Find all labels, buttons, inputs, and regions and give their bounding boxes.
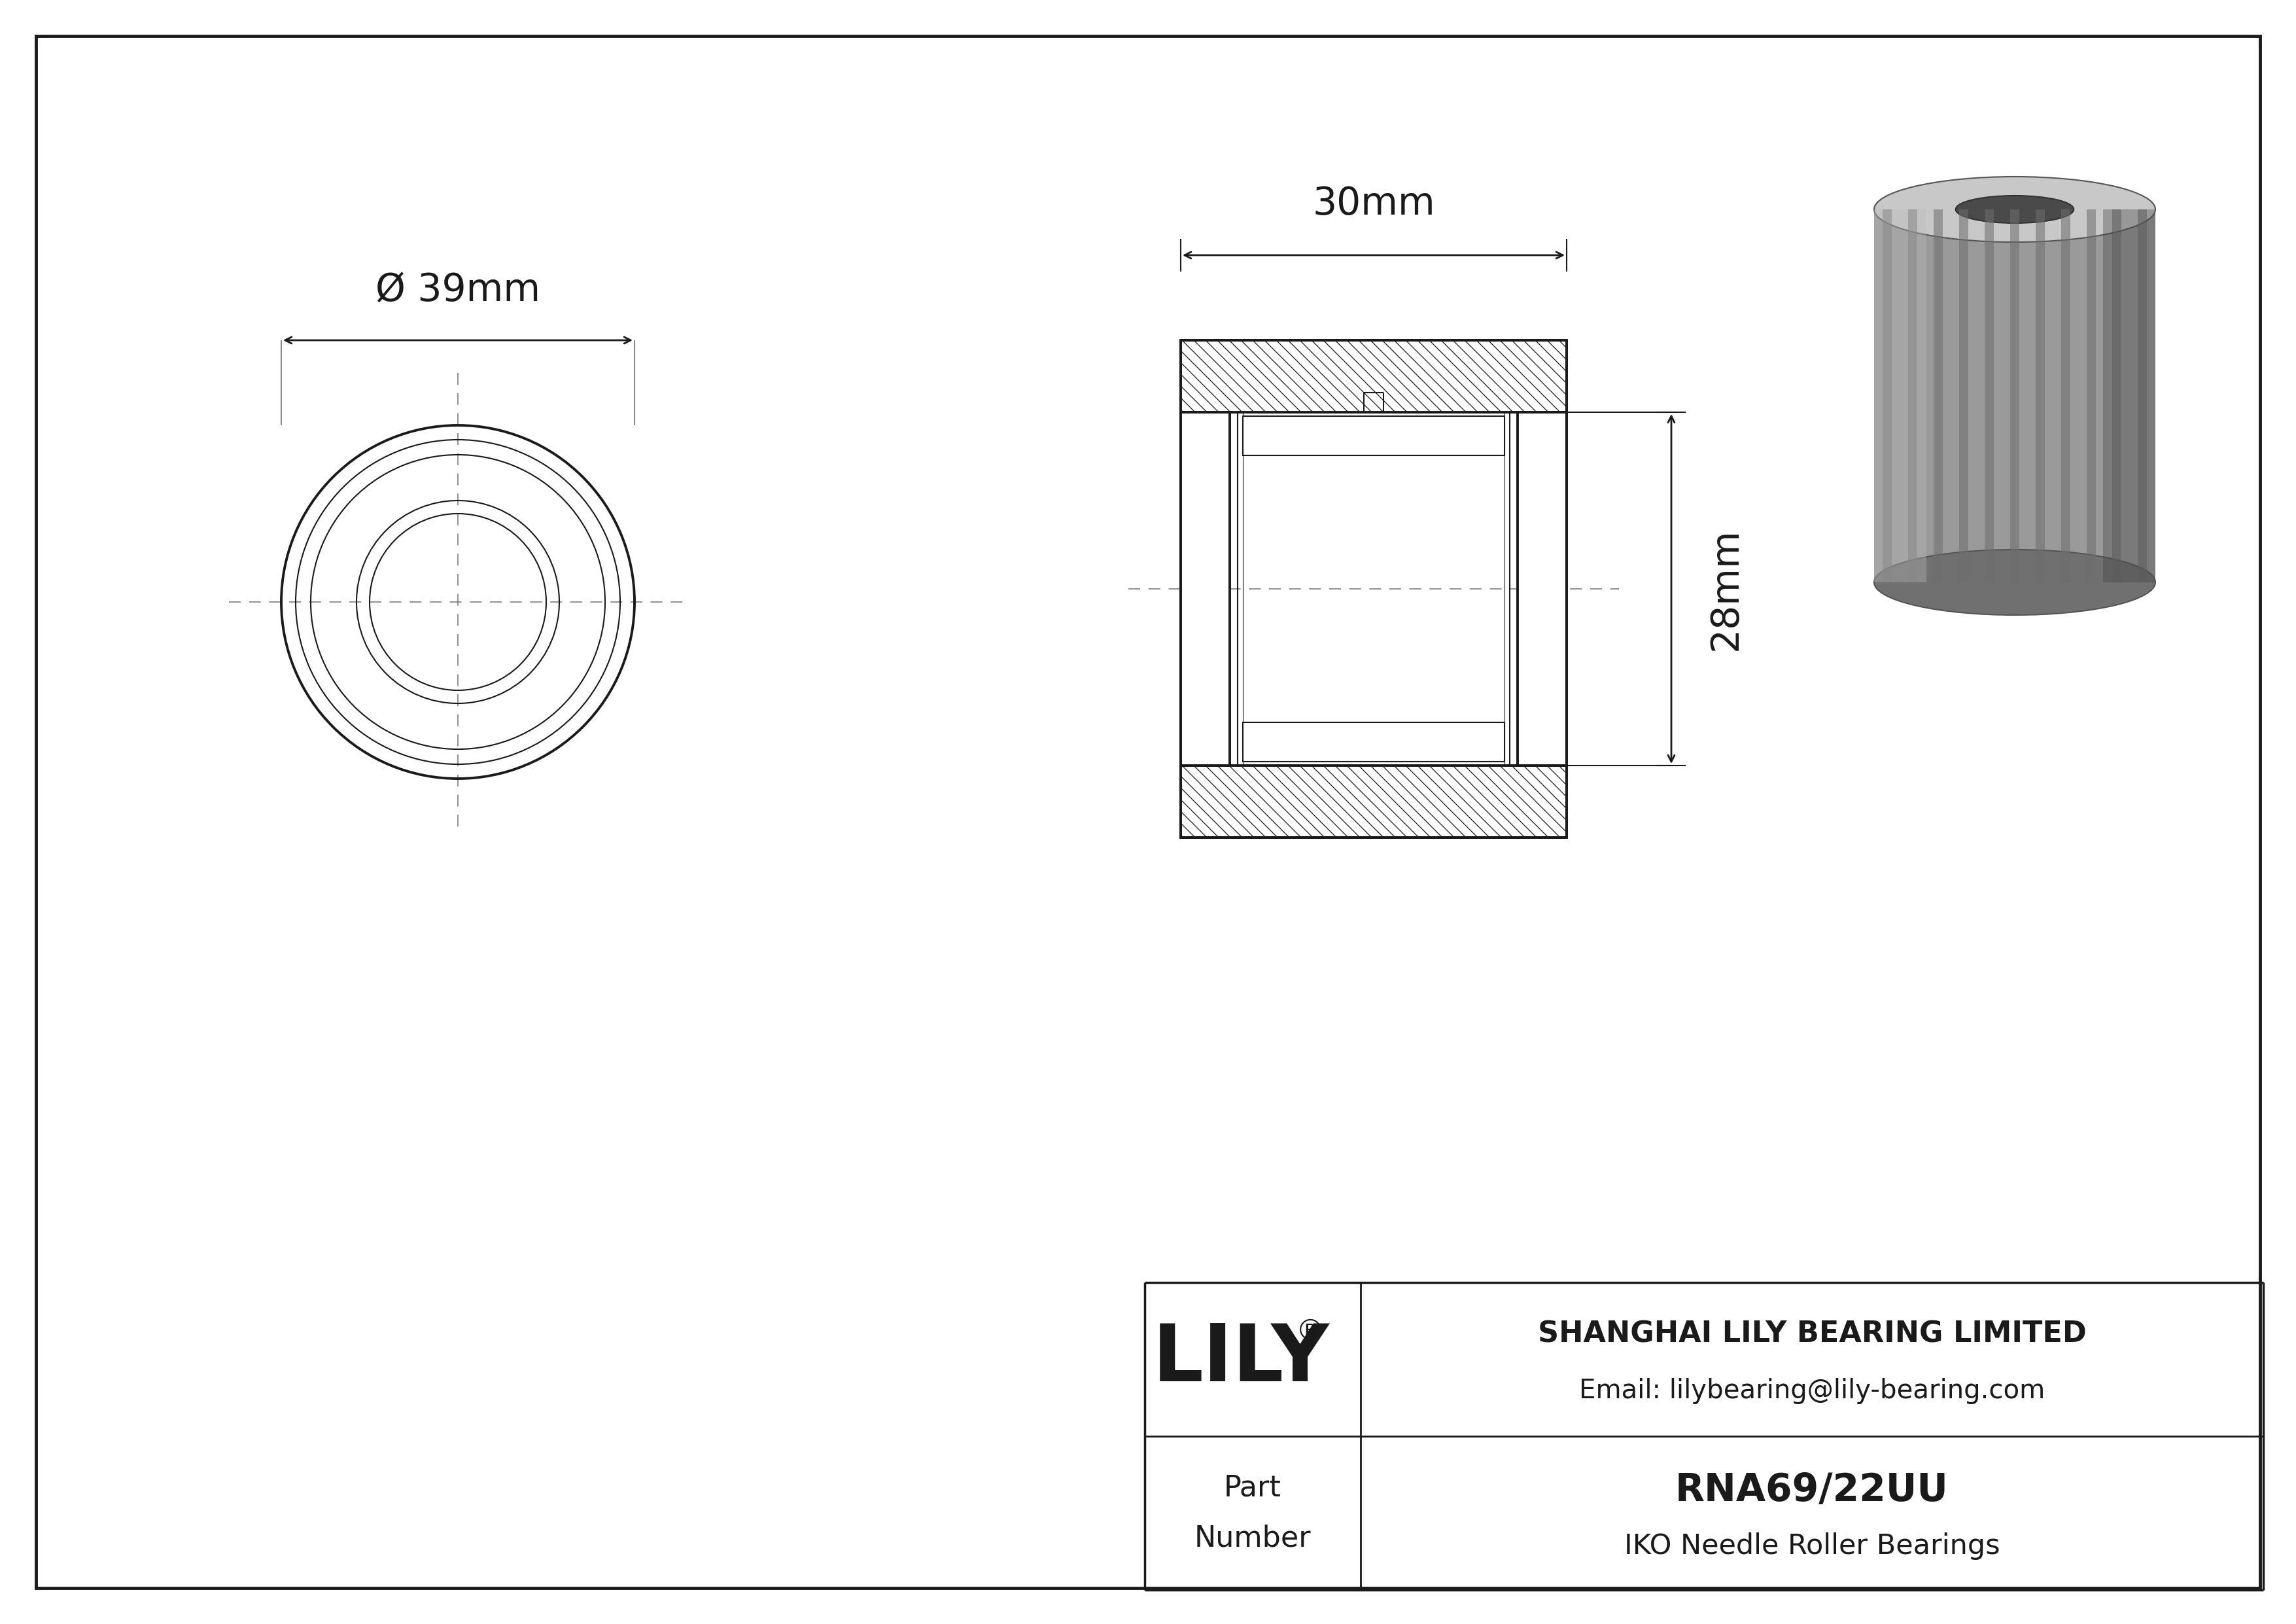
Polygon shape (1518, 412, 1566, 765)
Polygon shape (2087, 209, 2096, 583)
Polygon shape (1242, 723, 1504, 762)
Text: SHANGHAI LILY BEARING LIMITED: SHANGHAI LILY BEARING LIMITED (1538, 1320, 2087, 1348)
Polygon shape (1180, 412, 1231, 765)
Text: 30mm: 30mm (1313, 185, 1435, 222)
Polygon shape (2103, 209, 2156, 583)
Polygon shape (1908, 209, 1917, 583)
Text: Email: lilybearing@lily-bearing.com: Email: lilybearing@lily-bearing.com (1580, 1377, 2046, 1403)
Ellipse shape (1874, 549, 2156, 615)
Polygon shape (2112, 209, 2122, 583)
Polygon shape (1883, 209, 1892, 583)
Text: Part
Number: Part Number (1194, 1475, 1311, 1553)
Polygon shape (2009, 209, 2018, 583)
Polygon shape (1242, 416, 1504, 455)
Polygon shape (2037, 209, 2046, 583)
Text: 28mm: 28mm (1708, 528, 1745, 650)
Polygon shape (2138, 209, 2147, 583)
Text: ®: ® (1295, 1317, 1325, 1346)
Text: Ø 39mm: Ø 39mm (377, 271, 540, 309)
Polygon shape (1874, 209, 2156, 583)
Polygon shape (1958, 209, 1968, 583)
Text: LILY: LILY (1153, 1320, 1329, 1398)
Polygon shape (2062, 209, 2071, 583)
Polygon shape (1874, 209, 1926, 583)
Ellipse shape (1956, 195, 2073, 222)
Polygon shape (1180, 765, 1566, 838)
Text: RNA69/22UU: RNA69/22UU (1676, 1471, 1949, 1509)
Text: IKO Needle Roller Bearings: IKO Needle Roller Bearings (1623, 1531, 2000, 1559)
Polygon shape (1933, 209, 1942, 583)
Ellipse shape (1874, 177, 2156, 242)
Polygon shape (1180, 341, 1566, 412)
Polygon shape (1984, 209, 1993, 583)
